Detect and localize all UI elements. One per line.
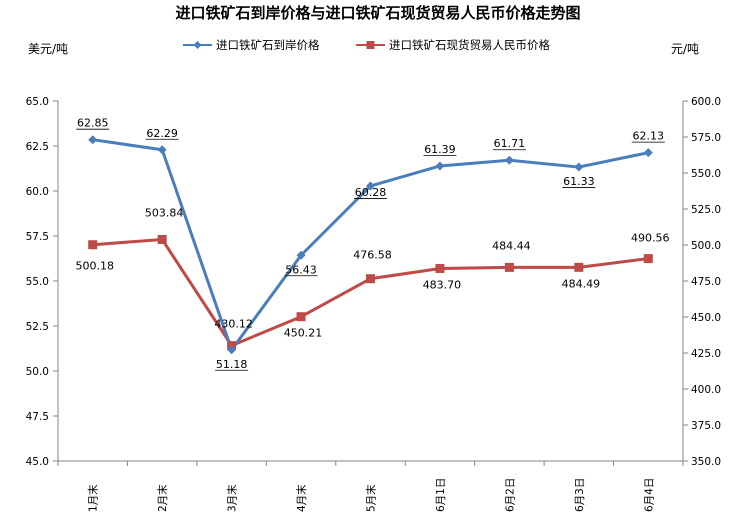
left-axis-tick-label: 47.5 [26, 411, 49, 423]
series-1-marker [366, 181, 375, 191]
series-2-data-label: 476.58 [353, 249, 392, 262]
series-1-marker [504, 155, 514, 165]
series-1-data-label: 61.71 [494, 137, 526, 150]
left-axis-tick-label: 55.0 [26, 276, 49, 288]
x-axis-tick-label: 6月4日 [643, 478, 655, 512]
series-2-marker [157, 234, 167, 244]
series-1-data-label: 61.39 [424, 143, 456, 156]
series-2-data-label: 490.56 [631, 232, 670, 245]
series-1-data-label: 62.29 [146, 127, 178, 140]
series-2-data-label: 484.49 [562, 277, 601, 290]
right-axis-tick-label: 600.0 [691, 96, 721, 108]
x-axis-tick-label: 3月末 [226, 484, 239, 512]
series-1-data-label: 51.18 [216, 358, 248, 371]
series-2-data-label: 484.44 [492, 239, 531, 252]
left-axis-tick-label: 65.0 [26, 96, 49, 108]
series-1-marker [435, 161, 445, 171]
legend: 进口铁矿石到岸价格 进口铁矿石现货贸易人民币价格 [183, 38, 550, 52]
right-axis-tick-label: 500.0 [691, 240, 721, 252]
series-2-marker [296, 312, 306, 322]
x-axis-tick-label: 1月末 [87, 484, 100, 512]
legend-entry-series-2: 进口铁矿石现货贸易人民币价格 [356, 38, 550, 52]
series-1-marker [88, 135, 98, 145]
series-1-data-label: 62.85 [77, 117, 109, 130]
x-axis-tick-label: 6月1日 [435, 478, 447, 512]
series-1-data-label: 60.28 [355, 186, 387, 199]
right-axis-tick-label: 450.0 [691, 312, 721, 324]
left-axis-tick-label: 52.5 [26, 321, 49, 333]
series-2-marker [643, 254, 653, 264]
series-2-data-label: 450.21 [284, 327, 323, 340]
series-2-marker [88, 240, 98, 250]
x-axis-tick-label: 2月末 [156, 484, 169, 512]
right-axis-tick-label: 575.0 [691, 132, 721, 144]
x-axis-tick-label: 6月2日 [504, 478, 516, 512]
right-axis-tick-label: 425.0 [691, 348, 721, 360]
legend-marker-series-2 [366, 41, 375, 49]
series-layer: 62.85 62.29 51.18 56.43 60.28 61.39 61.71 61.33… [75, 117, 669, 371]
series-1-marker [227, 345, 237, 355]
right-axis-tick-label: 475.0 [691, 276, 721, 288]
right-axis-tick-label: 550.0 [691, 168, 721, 180]
series-1-data-label: 61.33 [563, 175, 595, 188]
series-2-data-label: 430.12 [214, 318, 253, 331]
series-2-data-label: 500.18 [75, 260, 114, 273]
series-2-marker [504, 262, 514, 272]
left-axis-tick-label: 50.0 [26, 366, 49, 378]
series-1-marker [643, 148, 653, 158]
x-axis-tick-label: 6月3日 [574, 478, 586, 512]
chart-title: 进口铁矿石到岸价格与进口铁矿石现货贸易人民币价格走势图 [175, 4, 580, 22]
right-axis-tick-label: 400.0 [691, 384, 721, 396]
legend-label-series-2: 进口铁矿石现货贸易人民币价格 [389, 38, 550, 52]
legend-entry-series-1: 进口铁矿石到岸价格 [183, 38, 320, 52]
left-axis-tick-label: 57.5 [26, 231, 49, 243]
series-1-data-label: 56.43 [285, 263, 317, 276]
series-line-series-1 [92, 138, 649, 352]
right-axis-tick-label: 375.0 [691, 420, 721, 432]
series-2-data-label: 483.70 [423, 278, 462, 291]
legend-label-series-1: 进口铁矿石到岸价格 [216, 38, 320, 52]
series-2-marker [435, 263, 445, 273]
left-axis-unit: 美元/吨 [28, 42, 68, 56]
series-2-marker [574, 262, 584, 272]
series-2-data-label: 503.84 [145, 206, 184, 219]
right-axis-unit: 元/吨 [671, 42, 699, 56]
axes: 65.0 62.5 60.0 57.5 55.0 52.5 50.0 47.5 45.0 600.… [26, 96, 721, 512]
series-1-marker [574, 162, 584, 172]
series-1-marker [296, 250, 306, 260]
x-axis-tick-label: 5月末 [365, 484, 378, 512]
series-1-data-label: 62.13 [633, 130, 665, 143]
legend-marker-series-1 [193, 41, 202, 49]
series-1-marker [157, 145, 167, 155]
right-axis-tick-label: 350.0 [691, 456, 721, 468]
left-axis-tick-label: 45.0 [26, 456, 49, 468]
left-axis-tick-label: 62.5 [26, 141, 49, 153]
series-2-marker [366, 274, 375, 284]
right-axis-tick-label: 525.0 [691, 204, 721, 216]
left-axis-tick-label: 60.0 [26, 186, 49, 198]
x-axis-tick-label: 4月末 [295, 484, 308, 512]
